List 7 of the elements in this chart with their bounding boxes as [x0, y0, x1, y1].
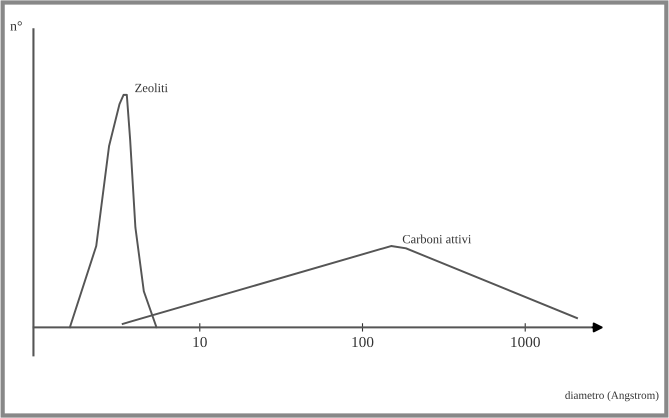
x-tick-label: 10 [193, 336, 207, 348]
series-label: Carboni attivi [402, 234, 472, 244]
series-label: Zeoliti [135, 83, 168, 92]
x-axis-title: diametro (Angstrom) [565, 391, 658, 402]
x-tick-label: 100 [352, 336, 374, 348]
y-axis-title: n° [10, 21, 22, 31]
x-tick-label: 1000 [511, 336, 540, 348]
